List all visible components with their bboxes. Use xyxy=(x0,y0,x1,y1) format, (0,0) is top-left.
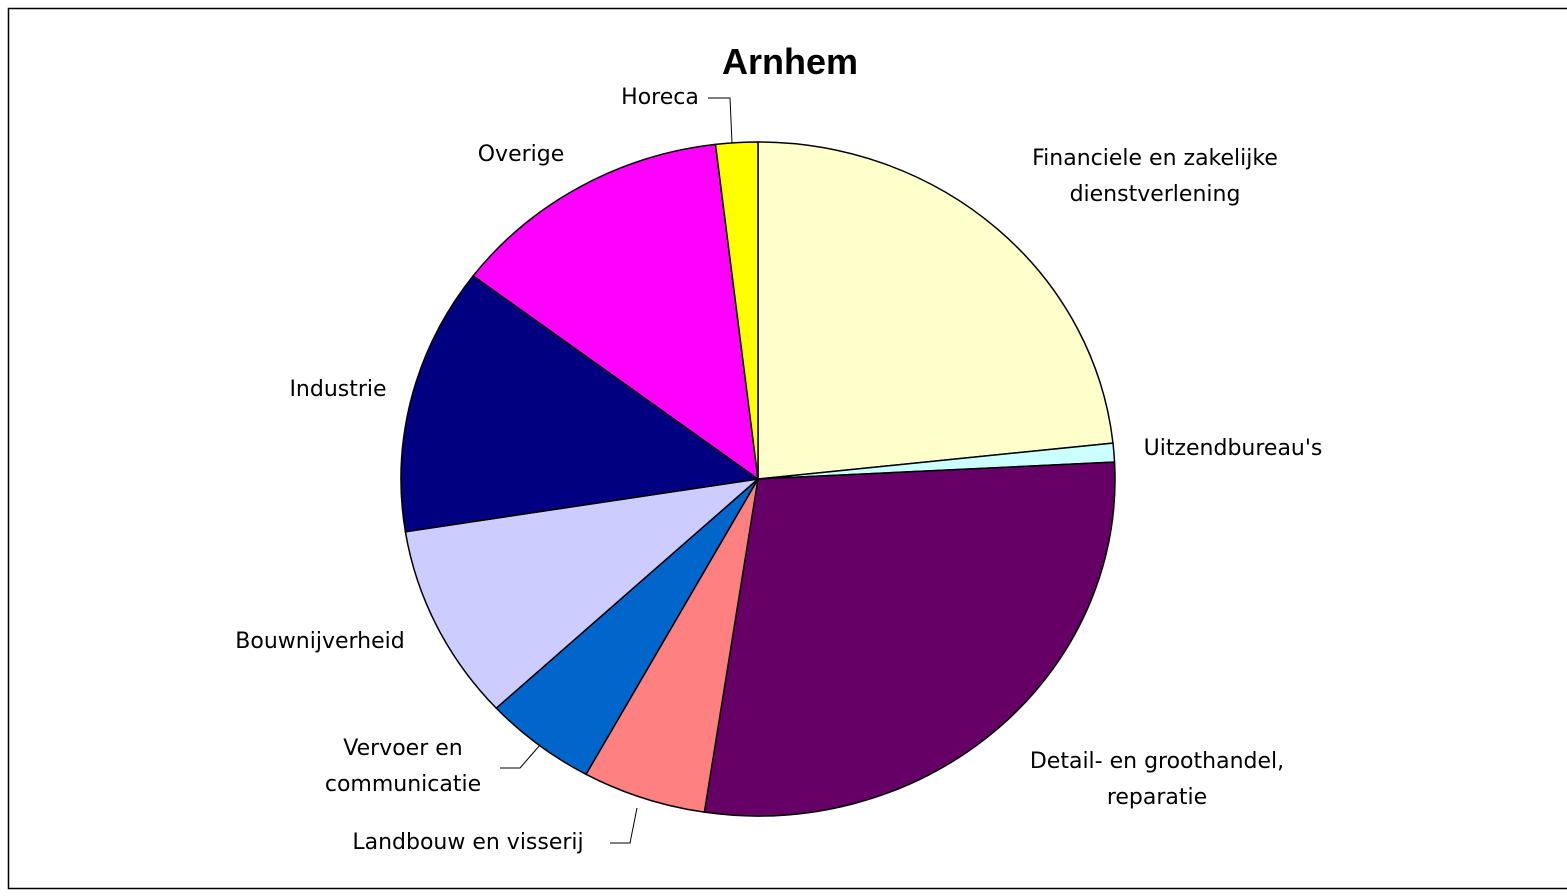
slice-label: Horeca xyxy=(621,85,699,110)
slice-label: Overige xyxy=(477,142,565,167)
slice-label: Industrie xyxy=(289,377,387,402)
slice-label: Financiele en zakelijke dienstverlening xyxy=(1032,146,1278,207)
slice-label: Uitzendbureau's xyxy=(1143,436,1323,461)
leader-line xyxy=(610,807,638,844)
slice-label: Bouwnijverheid xyxy=(235,629,405,654)
pie-slice xyxy=(472,143,759,481)
pie-slice xyxy=(400,274,760,533)
chart-title: Arnhem xyxy=(721,41,859,82)
pie-slice xyxy=(714,141,759,480)
slice-label: Vervoer en communicatie xyxy=(324,736,482,797)
pie-slice xyxy=(703,461,1116,817)
leader-line xyxy=(708,97,733,144)
slice-label: Detail- en groothandel, reparatie xyxy=(1029,749,1285,810)
chart-frame xyxy=(7,7,1567,890)
pie-slice xyxy=(404,477,761,710)
slice-label: Landbouw en visserij xyxy=(352,830,584,855)
pie-slice xyxy=(757,141,1114,480)
leader-line xyxy=(500,744,541,769)
